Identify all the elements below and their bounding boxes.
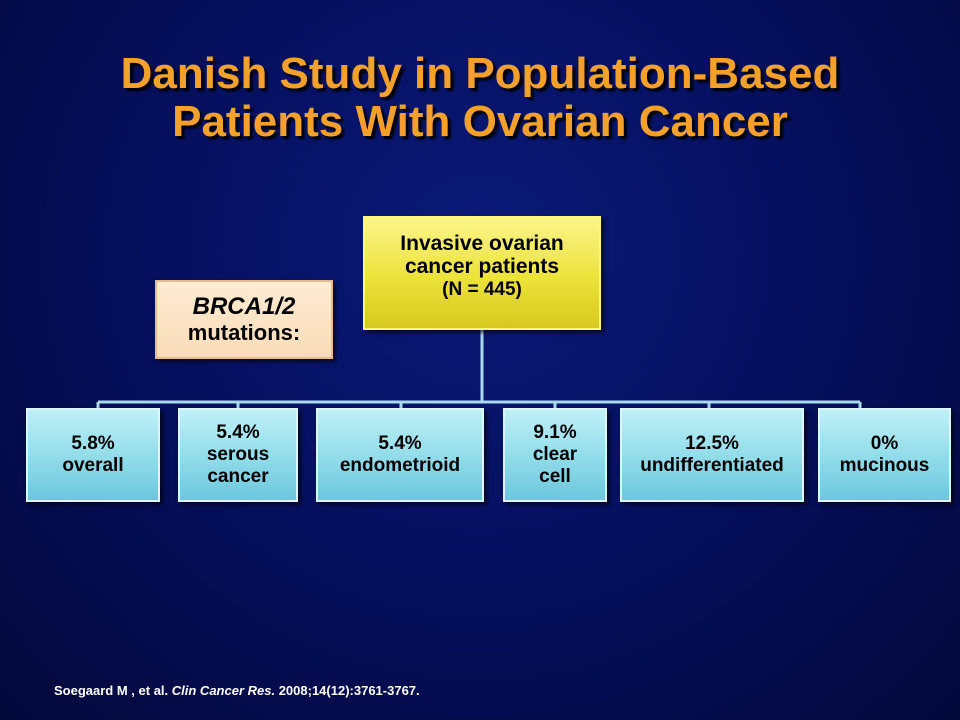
node-clear-cell-label-2: cell xyxy=(539,466,571,487)
node-endometrioid: 5.4% endometrioid xyxy=(316,408,484,502)
citation: Soegaard M , et al. Clin Cancer Res. 200… xyxy=(54,683,420,698)
node-mucinous: 0% mucinous xyxy=(818,408,951,502)
slide-title-line-2: Patients With Ovarian Cancer xyxy=(172,97,788,146)
node-clear-cell-value: 9.1% xyxy=(533,422,577,443)
root-node-line-1: Invasive ovarian xyxy=(400,232,564,255)
slide-title-line-1: Danish Study in Population-Based xyxy=(120,49,840,98)
node-serous-value: 5.4% xyxy=(216,422,260,443)
brca-label-box: BRCA1/2 mutations: xyxy=(155,280,333,359)
slide-title: Danish Study in Population-Based Patient… xyxy=(0,50,960,146)
brca-gene-label: BRCA1/2 xyxy=(192,292,296,320)
root-node-count: (N = 445) xyxy=(442,279,522,300)
node-overall-value: 5.8% xyxy=(71,433,115,454)
root-node-line-2: cancer patients xyxy=(404,255,560,278)
citation-details: 2008;14(12):3761-3767. xyxy=(275,683,420,698)
node-serous-label-2: cancer xyxy=(207,466,269,487)
node-clear-cell-label: clear xyxy=(532,444,578,465)
citation-journal: Clin Cancer Res. xyxy=(171,683,276,698)
node-overall-label: overall xyxy=(62,455,124,476)
node-endometrioid-value: 5.4% xyxy=(378,433,422,454)
node-serous-label: serous xyxy=(206,444,270,465)
node-overall: 5.8% overall xyxy=(26,408,160,502)
node-clear-cell: 9.1% clear cell xyxy=(503,408,607,502)
node-undifferentiated: 12.5% undifferentiated xyxy=(620,408,804,502)
root-node-invasive-patients: Invasive ovarian cancer patients (N = 44… xyxy=(363,216,601,330)
brca-mutations-label: mutations: xyxy=(187,319,301,345)
node-serous: 5.4% serous cancer xyxy=(178,408,298,502)
node-mucinous-value: 0% xyxy=(870,433,899,454)
node-endometrioid-label: endometrioid xyxy=(339,455,461,476)
citation-authors: Soegaard M , et al. xyxy=(54,683,172,698)
node-mucinous-label: mucinous xyxy=(839,455,930,476)
node-undifferentiated-label: undifferentiated xyxy=(640,455,784,476)
node-undifferentiated-value: 12.5% xyxy=(685,433,739,454)
